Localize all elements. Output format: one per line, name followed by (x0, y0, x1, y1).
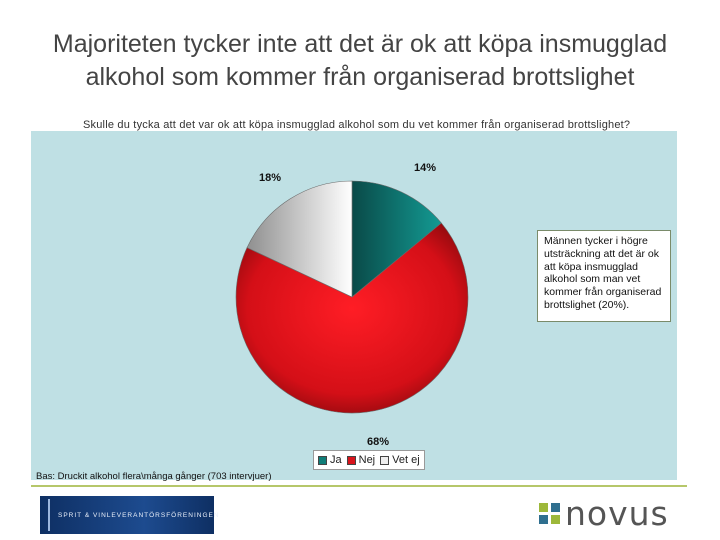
pie-slice-nej (235, 222, 469, 414)
spirit-logo-text: SPRIT & VINLEVERANTÖRSFÖRENINGEN (58, 511, 220, 519)
chart-legend: Ja Nej Vet ej (313, 450, 425, 470)
page-title: Majoriteten tycker inte att det är ok at… (0, 28, 720, 94)
callout-note: Männen tycker i högre utsträckning att d… (537, 230, 671, 322)
novus-squares-icon (539, 503, 561, 525)
pie-slice-vet-ej (246, 180, 353, 298)
chart-question: Skulle du tycka att det var ok att köpa … (83, 119, 631, 131)
slice-label-vet-ej: 18% (259, 172, 282, 184)
legend-item-ja: Ja (318, 454, 342, 466)
pie-slice-ja (351, 180, 442, 298)
novus-wordmark: novus (565, 494, 669, 533)
spirit-association-logo: SPRIT & VINLEVERANTÖRSFÖRENINGEN (40, 496, 219, 534)
building-emblem-icon (48, 499, 50, 531)
legend-item-nej: Nej (346, 454, 376, 466)
title-line-2: alkohol som kommer från organiserad brot… (85, 63, 635, 91)
legend-item-vet-ej: Vet ej (380, 454, 420, 466)
base-note: Bas: Druckit alkohol flera\många gånger … (36, 471, 272, 482)
slice-label-nej: 68% (367, 436, 390, 448)
legend-swatch-vet-ej (380, 455, 390, 465)
footer-divider (31, 485, 687, 487)
novus-logo: novus (539, 497, 669, 531)
slice-label-ja: 14% (414, 162, 437, 174)
legend-label-vet-ej: Vet ej (392, 454, 420, 466)
legend-swatch-nej (346, 455, 356, 465)
legend-label-ja: Ja (330, 454, 342, 466)
legend-swatch-ja (318, 455, 327, 465)
legend-label-nej: Nej (358, 454, 376, 466)
title-line-1: Majoriteten tycker inte att det är ok at… (52, 30, 668, 58)
